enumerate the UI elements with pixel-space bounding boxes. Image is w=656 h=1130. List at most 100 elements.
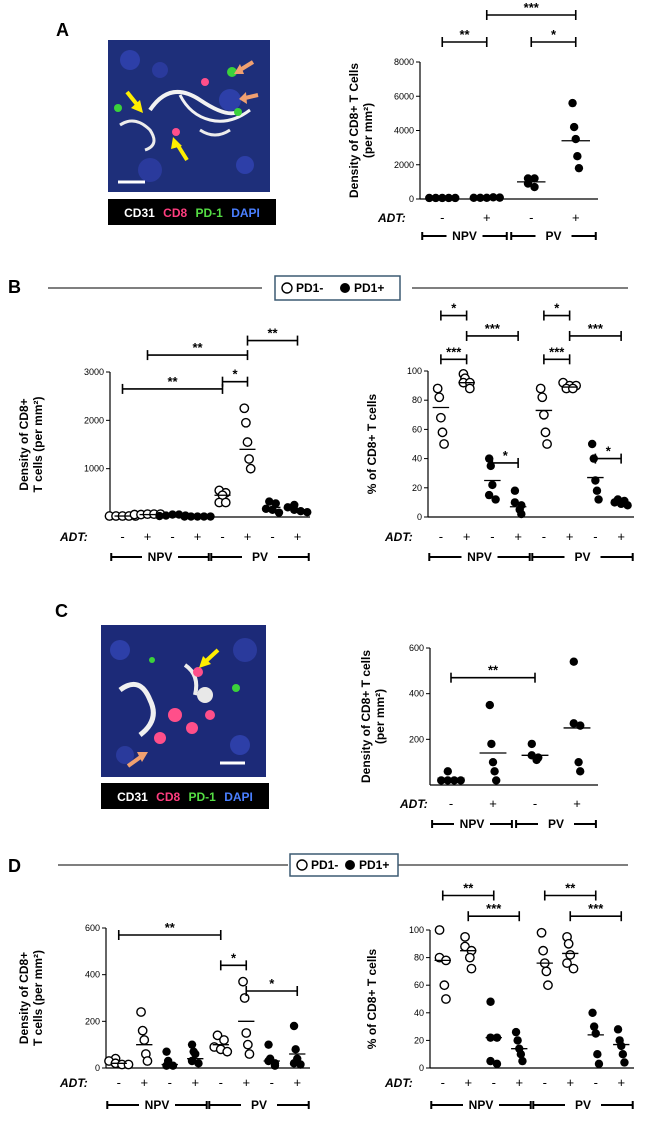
data-point: [620, 1058, 629, 1067]
adt-sign: +: [194, 529, 202, 544]
significance-label: ***: [485, 321, 501, 336]
stain-legend-a-bg: [108, 199, 276, 225]
significance-bracket: ***: [440, 344, 468, 365]
data-point: [516, 1050, 526, 1059]
data-point: [212, 1030, 223, 1041]
data-point: [562, 958, 572, 969]
group-bar-npv: NPV: [430, 1098, 532, 1112]
group-label: PV: [251, 1098, 267, 1112]
significance-bracket: **: [450, 663, 536, 683]
legend-filled-marker: [340, 283, 350, 293]
data-point: [576, 721, 585, 730]
panel-label-c: C: [55, 601, 68, 621]
data-point: [291, 1045, 300, 1054]
stain-cd31: CD31: [117, 790, 148, 804]
y-tick-label: 60: [414, 980, 424, 990]
y-tick-label: 2000: [84, 415, 104, 425]
adt-sign: +: [617, 1075, 625, 1090]
legend-filled-label: PD1+: [359, 858, 389, 872]
significance-label: ***: [549, 344, 565, 359]
data-point: [123, 1059, 134, 1070]
adt-sign: +: [573, 796, 581, 811]
data-point: [456, 776, 465, 785]
adt-sign: -: [270, 1075, 274, 1090]
y-axis-title: Density of CD8+ T Cells(per mm²): [347, 63, 375, 198]
adt-sign: +: [617, 529, 625, 544]
data-point: [435, 412, 446, 423]
data-point: [139, 1035, 150, 1045]
data-point: [594, 495, 603, 504]
chart-a: 0 2000 4000 6000 8000 Density of CD8+ T Cells…: [347, 0, 598, 243]
significance-bracket: ***: [569, 901, 623, 922]
adt-sign: -: [440, 210, 444, 225]
data-point: [289, 1021, 299, 1031]
data-point: [623, 501, 632, 510]
data-point: [239, 403, 250, 414]
adt-label: ADT:: [399, 797, 428, 811]
significance-bracket: ***: [465, 321, 519, 341]
data-point: [511, 1027, 521, 1037]
significance-bracket: **: [117, 920, 222, 940]
y-axis-title: % of CD8+ T cells: [365, 393, 379, 494]
data-point: [289, 1059, 299, 1068]
micrograph-c: [101, 625, 266, 777]
data-point: [484, 490, 494, 500]
group-label: PV: [574, 550, 590, 564]
significance-label: **: [459, 27, 470, 42]
data-point: [523, 174, 533, 183]
group-bar-pv: PV: [515, 817, 597, 831]
data-point: [466, 963, 477, 974]
data-point: [220, 497, 231, 508]
data-point: [484, 454, 494, 463]
data-point: [219, 1035, 229, 1045]
data-point: [238, 976, 248, 987]
data-point: [485, 700, 494, 710]
data-point: [486, 1056, 495, 1066]
adt-sign: +: [489, 796, 497, 811]
data-point: [432, 383, 443, 394]
significance-label: **: [488, 663, 499, 678]
data-point: [490, 767, 499, 776]
adt-sign: +: [293, 1075, 301, 1090]
data-point: [488, 480, 497, 490]
data-point: [180, 512, 189, 521]
data-point: [487, 739, 496, 749]
data-point: [563, 938, 574, 949]
adt-sign: -: [449, 796, 453, 811]
legend-open-marker: [281, 282, 293, 294]
significance-label: ***: [486, 901, 502, 916]
data-point: [245, 463, 256, 474]
adt-sign: -: [492, 1075, 496, 1090]
data-point: [530, 174, 539, 183]
adt-sign: -: [120, 529, 124, 544]
significance-label: **: [167, 374, 178, 389]
significance-label: *: [269, 976, 275, 991]
data-point: [543, 980, 553, 991]
adt-sign: -: [529, 210, 533, 225]
y-axis-title-line: % of CD8+ T cells: [365, 948, 379, 1049]
y-axis-title: Density of CD8+ T cells(per mm²): [359, 650, 387, 783]
data-point: [155, 511, 164, 521]
y-tick-label: 0: [417, 512, 422, 522]
adt-sign: -: [219, 1075, 223, 1090]
data-point: [591, 476, 600, 485]
adt-sign: +: [191, 1075, 199, 1090]
group-label: NPV: [148, 550, 173, 564]
legend-b: PD1- PD1+: [274, 275, 401, 301]
data-point: [541, 966, 552, 977]
group-label: PV: [252, 550, 268, 564]
data-point: [265, 497, 274, 506]
adt-sign: +: [463, 529, 471, 544]
stain-legend-c-bg: [101, 783, 269, 809]
adt-sign: +: [294, 529, 302, 544]
adt-label: ADT:: [377, 211, 406, 225]
y-tick-label: 2000: [394, 160, 414, 170]
chart-b-left: 1000 2000 3000 Density of CD8+T cells (per …: [17, 326, 312, 564]
y-axis-title-line: Density of CD8+ T cells: [359, 650, 373, 783]
significance-bracket: *: [543, 301, 571, 321]
data-point: [434, 925, 445, 935]
adt-sign: +: [572, 210, 580, 225]
significance-label: *: [232, 367, 238, 382]
significance-label: *: [606, 444, 612, 459]
group-bar-pv: PV: [510, 229, 597, 243]
